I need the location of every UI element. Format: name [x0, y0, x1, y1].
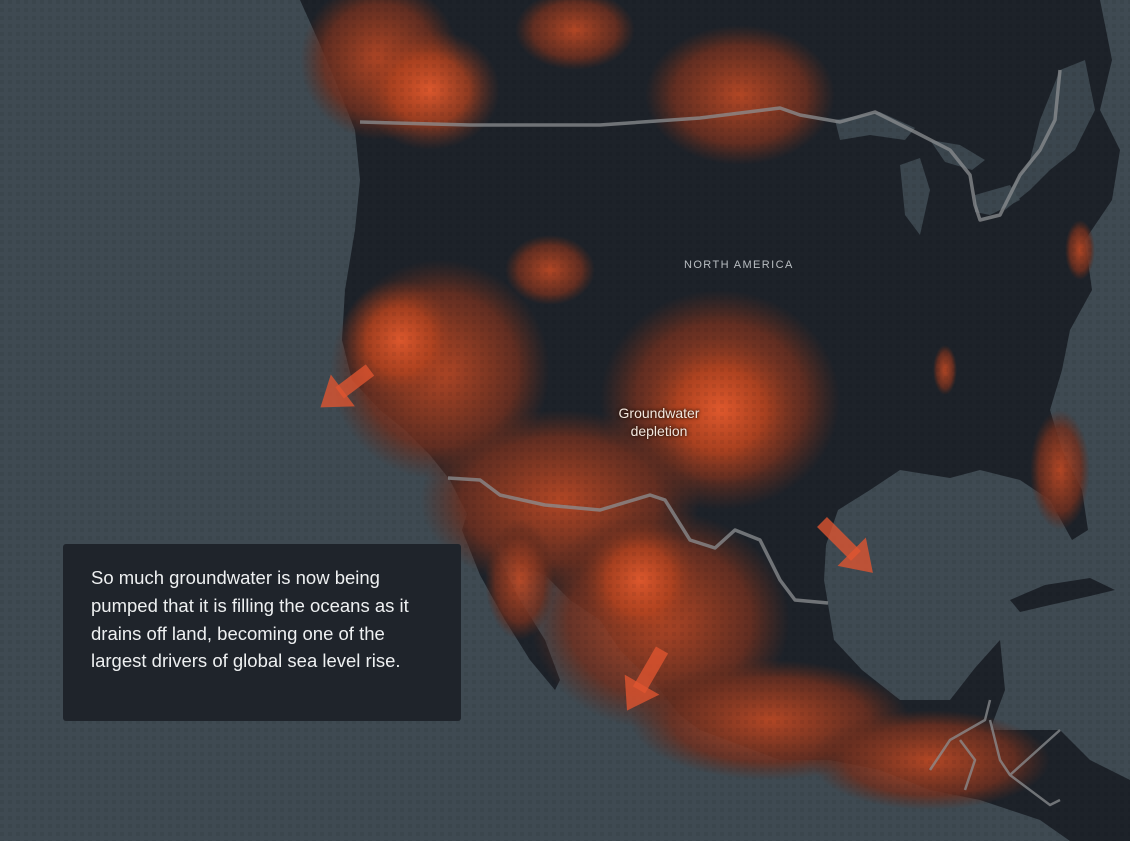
pacific-coast-arrow [320, 364, 375, 408]
outflow-arrows [320, 364, 873, 711]
depletion-label-line2: depletion [630, 423, 688, 439]
borders [359, 69, 1062, 807]
gulf-coast-arrow [817, 517, 873, 573]
us-canada-border [359, 69, 1062, 222]
callout-box: So much groundwater is now being pumped … [63, 544, 461, 721]
pacific-mexico-arrow [624, 646, 669, 711]
depletion-label-line1: Groundwater [618, 405, 700, 421]
depletion-label: Groundwater depletion [597, 404, 721, 440]
callout-text: So much groundwater is now being pumped … [91, 567, 409, 672]
central-america-borders [928, 699, 1061, 807]
region-label: NORTH AMERICA [684, 259, 794, 271]
us-mexico-border [447, 476, 829, 605]
